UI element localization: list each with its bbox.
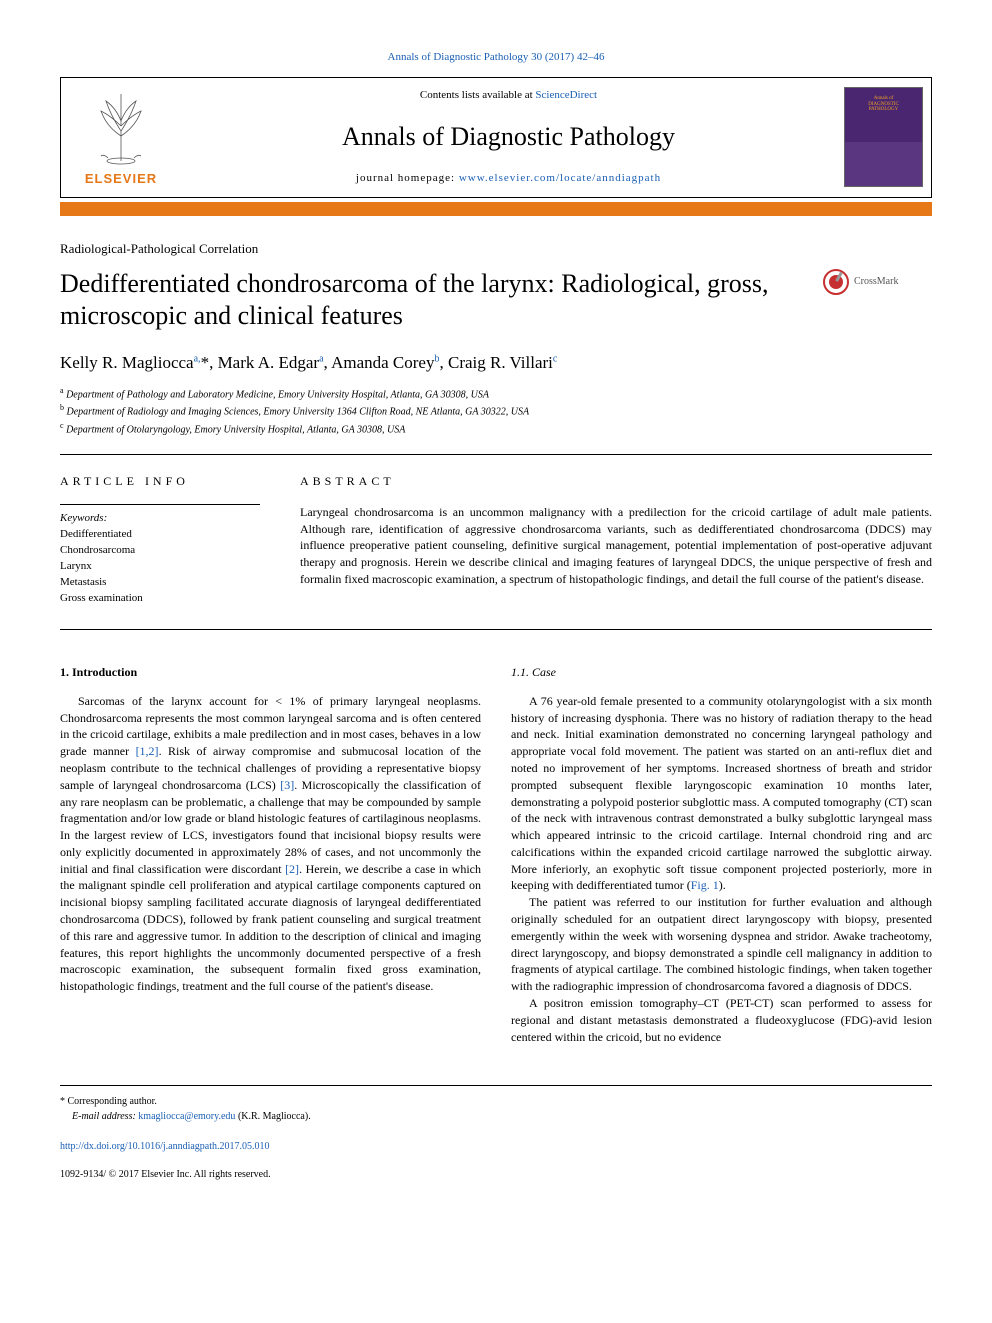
sciencedirect-link[interactable]: ScienceDirect: [535, 89, 597, 101]
publisher-logo: ELSEVIER: [61, 78, 181, 196]
article-title: Dedifferentiated chondrosarcoma of the l…: [60, 268, 822, 333]
journal-header: ELSEVIER Contents lists available at Sci…: [60, 77, 932, 197]
fig-link-1[interactable]: Fig. 1: [691, 878, 719, 892]
case-paragraph-2: The patient was referred to our institut…: [511, 894, 932, 995]
abstract: ABSTRACT Laryngeal chondrosarcoma is an …: [300, 473, 932, 607]
case-text-2: ).: [719, 878, 726, 892]
doi-link[interactable]: http://dx.doi.org/10.1016/j.anndiagpath.…: [60, 1141, 270, 1152]
abstract-text: Laryngeal chondrosarcoma is an uncommon …: [300, 504, 932, 588]
crossmark-icon: [822, 268, 850, 296]
citation-link[interactable]: Annals of Diagnostic Pathology 30 (2017)…: [388, 51, 605, 63]
journal-homepage: journal homepage: www.elsevier.com/locat…: [181, 171, 836, 186]
journal-cover: Annals of DIAGNOSTIC PATHOLOGY: [836, 78, 931, 196]
email-link[interactable]: kmagliocca@emory.edu: [138, 1111, 235, 1122]
intro-paragraph: Sarcomas of the larynx account for < 1% …: [60, 693, 481, 995]
intro-heading: 1. Introduction: [60, 664, 481, 681]
info-heading: ARTICLE INFO: [60, 473, 260, 490]
ref-link-3[interactable]: [3]: [280, 778, 294, 792]
corresponding-author: * Corresponding author.: [60, 1094, 932, 1109]
column-right: 1.1. Case A 76 year-old female presented…: [511, 664, 932, 1046]
homepage-link[interactable]: www.elsevier.com/locate/anndiagpath: [459, 172, 661, 184]
cover-thumbnail: Annals of DIAGNOSTIC PATHOLOGY: [844, 87, 923, 187]
email-suffix: (K.R. Magliocca).: [235, 1111, 310, 1122]
crossmark-badge[interactable]: CrossMark: [822, 268, 932, 296]
case-heading: 1.1. Case: [511, 664, 932, 681]
contents-prefix: Contents lists available at: [420, 89, 535, 101]
case-text-1: A 76 year-old female presented to a comm…: [511, 694, 932, 893]
cover-line1: Annals of: [874, 96, 894, 101]
keywords-list: DedifferentiatedChondrosarcomaLarynxMeta…: [60, 527, 260, 607]
cover-line2: DIAGNOSTIC: [868, 102, 899, 107]
email-label: E-mail address:: [72, 1111, 138, 1122]
crossmark-label: CrossMark: [854, 275, 898, 289]
affiliation-c: Department of Otolaryngology, Emory Univ…: [66, 425, 405, 436]
authors: Kelly R. Maglioccaa,*, Mark A. Edgara, A…: [60, 351, 932, 375]
keywords-label: Keywords:: [60, 511, 260, 526]
body-text: 1. Introduction Sarcomas of the larynx a…: [60, 664, 932, 1046]
intro-text-4: . Herein, we describe a case in which th…: [60, 862, 481, 994]
affiliation-b: Department of Radiology and Imaging Scie…: [67, 407, 530, 418]
article-info: ARTICLE INFO Keywords: DedifferentiatedC…: [60, 473, 260, 607]
column-left: 1. Introduction Sarcomas of the larynx a…: [60, 664, 481, 1046]
doi: http://dx.doi.org/10.1016/j.anndiagpath.…: [60, 1140, 932, 1154]
affiliations: a Department of Pathology and Laboratory…: [60, 385, 932, 438]
journal-name: Annals of Diagnostic Pathology: [181, 119, 836, 155]
affiliation-a: Department of Pathology and Laboratory M…: [66, 389, 489, 400]
homepage-prefix: journal homepage:: [356, 172, 459, 184]
copyright: 1092-9134/ © 2017 Elsevier Inc. All righ…: [60, 1168, 932, 1182]
ref-link-2[interactable]: [2]: [285, 862, 299, 876]
publisher-name: ELSEVIER: [85, 170, 157, 188]
footer-separator: [60, 1085, 932, 1086]
header-citation: Annals of Diagnostic Pathology 30 (2017)…: [60, 50, 932, 65]
footnotes: * Corresponding author. E-mail address: …: [60, 1094, 932, 1124]
ref-link-12[interactable]: [1,2]: [136, 744, 159, 758]
cover-line3: PATHOLOGY: [869, 107, 899, 112]
case-paragraph-3: A positron emission tomography–CT (PET-C…: [511, 995, 932, 1045]
abstract-heading: ABSTRACT: [300, 473, 932, 490]
elsevier-tree-icon: [86, 86, 156, 166]
orange-divider: [60, 202, 932, 216]
article-type: Radiological-Pathological Correlation: [60, 240, 932, 258]
contents-line: Contents lists available at ScienceDirec…: [181, 88, 836, 103]
case-paragraph-1: A 76 year-old female presented to a comm…: [511, 693, 932, 895]
